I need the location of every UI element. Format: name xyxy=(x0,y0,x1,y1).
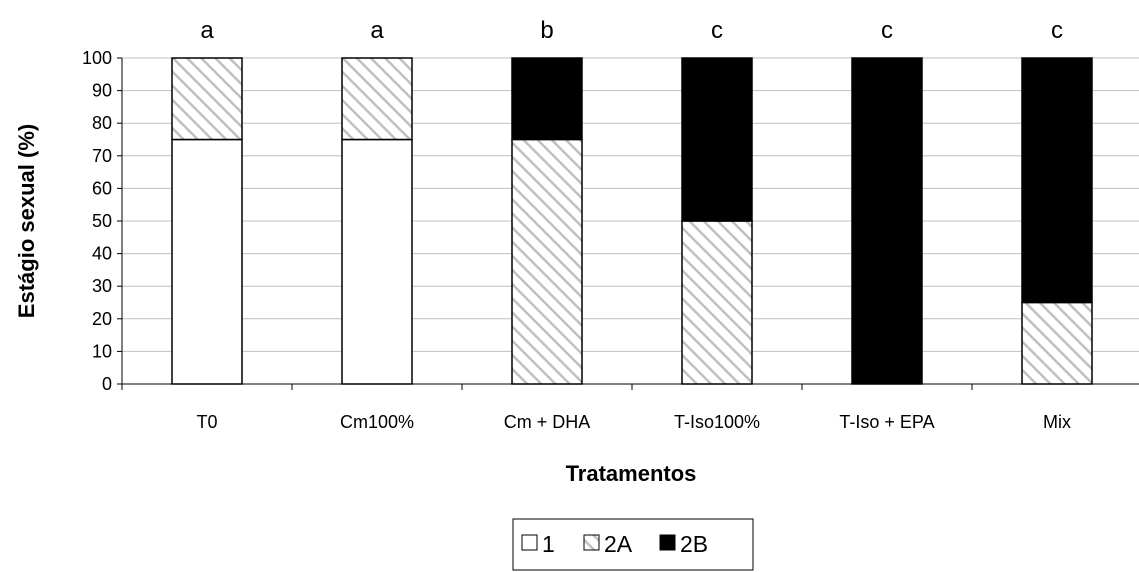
y-tick-label-10: 10 xyxy=(92,341,112,361)
legend-label-1: 1 xyxy=(542,531,555,557)
y-tick-label-60: 60 xyxy=(92,178,112,198)
significance-letter: a xyxy=(200,17,214,44)
y-tick-label-20: 20 xyxy=(92,309,112,329)
y-tick-label-80: 80 xyxy=(92,113,112,133)
legend: 1 2A 2B xyxy=(512,518,754,571)
x-tick-label: Cm + DHA xyxy=(504,412,591,432)
gridlines xyxy=(122,57,1139,352)
y-tick-label-70: 70 xyxy=(92,146,112,166)
x-tick-label: Mix xyxy=(1043,412,1071,432)
bar-t-iso-epa-series-2b xyxy=(851,57,923,385)
legend-swatch-1 xyxy=(521,534,538,551)
bar-t-iso100--series-2a xyxy=(681,220,753,385)
y-tick-label-100: 100 xyxy=(82,48,112,68)
x-tick-label: Cm100% xyxy=(340,412,414,432)
y-tick-label-0: 0 xyxy=(102,374,112,394)
significance-letter: c xyxy=(1051,17,1063,44)
bar-t0-series-2a xyxy=(171,57,243,141)
bar-mix-series-2a xyxy=(1021,301,1093,385)
axes xyxy=(117,57,1139,390)
legend-swatch-2b xyxy=(659,534,676,551)
significance-letter: b xyxy=(540,17,553,44)
legend-box xyxy=(512,518,754,571)
bar-cm-dha-series-2a xyxy=(511,138,583,385)
x-axis-title: Tratamentos xyxy=(566,461,697,486)
bar-cm-dha-series-2b xyxy=(511,57,583,141)
y-tick-label-30: 30 xyxy=(92,276,112,296)
x-tick-label: T-Iso100% xyxy=(674,412,760,432)
y-axis-title: Estágio sexual (%) xyxy=(14,124,39,318)
legend-swatch-2a xyxy=(583,534,600,551)
bar-mix-series-2b xyxy=(1021,57,1093,304)
labels: 0 10 20 30 40 50 60 70 80 90 100 T0 a Cm100% a Cm + DHA… xyxy=(82,17,1071,432)
significance-letter: a xyxy=(370,17,384,44)
bar-t0-series-1 xyxy=(171,138,243,385)
bar-cm100--series-1 xyxy=(341,138,413,385)
x-tick-label: T-Iso + EPA xyxy=(839,412,934,432)
significance-letter: c xyxy=(711,17,723,44)
x-tick-label: T0 xyxy=(196,412,217,432)
legend-label-2b: 2B xyxy=(680,531,708,557)
y-tick-label-50: 50 xyxy=(92,211,112,231)
y-tick-label-40: 40 xyxy=(92,244,112,264)
bar-cm100--series-2a xyxy=(341,57,413,141)
significance-letter: c xyxy=(881,17,893,44)
y-tick-label-90: 90 xyxy=(92,81,112,101)
legend-label-2a: 2A xyxy=(604,531,633,557)
bar-t-iso100--series-2b xyxy=(681,57,753,222)
